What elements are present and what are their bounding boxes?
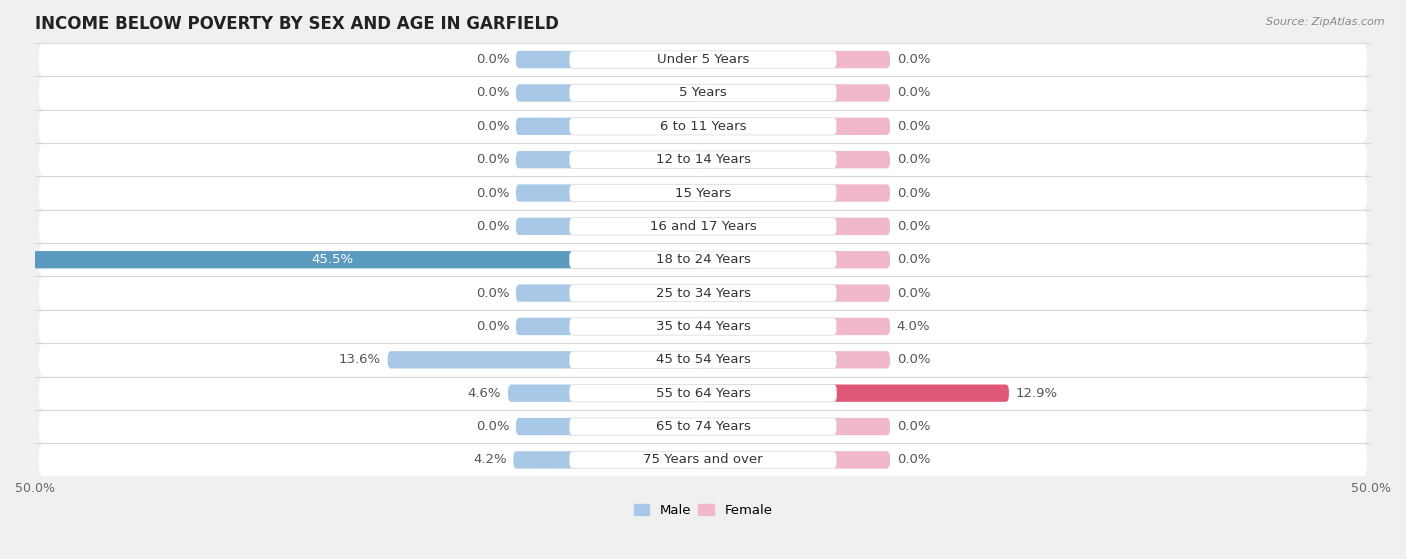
Text: 0.0%: 0.0% [897, 453, 931, 466]
Text: 0.0%: 0.0% [897, 287, 931, 300]
FancyBboxPatch shape [703, 151, 890, 168]
FancyBboxPatch shape [39, 277, 1367, 310]
FancyBboxPatch shape [703, 251, 890, 268]
Legend: Male, Female: Male, Female [628, 499, 778, 522]
Text: 12 to 14 Years: 12 to 14 Years [655, 153, 751, 166]
FancyBboxPatch shape [569, 117, 837, 135]
Text: 0.0%: 0.0% [897, 87, 931, 100]
Text: INCOME BELOW POVERTY BY SEX AND AGE IN GARFIELD: INCOME BELOW POVERTY BY SEX AND AGE IN G… [35, 15, 558, 33]
FancyBboxPatch shape [388, 351, 703, 368]
Text: 55 to 64 Years: 55 to 64 Years [655, 387, 751, 400]
Text: 6 to 11 Years: 6 to 11 Years [659, 120, 747, 133]
FancyBboxPatch shape [513, 451, 703, 468]
FancyBboxPatch shape [508, 385, 703, 402]
FancyBboxPatch shape [703, 84, 890, 102]
FancyBboxPatch shape [703, 351, 890, 368]
Text: 4.0%: 4.0% [897, 320, 931, 333]
Text: 13.6%: 13.6% [339, 353, 381, 366]
Text: Under 5 Years: Under 5 Years [657, 53, 749, 66]
FancyBboxPatch shape [569, 418, 837, 435]
FancyBboxPatch shape [516, 151, 703, 168]
FancyBboxPatch shape [703, 318, 890, 335]
FancyBboxPatch shape [516, 184, 703, 202]
FancyBboxPatch shape [569, 451, 837, 468]
Text: 75 Years and over: 75 Years and over [643, 453, 763, 466]
Text: 12.9%: 12.9% [1015, 387, 1057, 400]
FancyBboxPatch shape [39, 210, 1367, 243]
FancyBboxPatch shape [39, 110, 1367, 143]
Text: 0.0%: 0.0% [475, 153, 509, 166]
Text: 15 Years: 15 Years [675, 187, 731, 200]
Text: 0.0%: 0.0% [475, 87, 509, 100]
FancyBboxPatch shape [569, 351, 837, 368]
Text: 0.0%: 0.0% [897, 53, 931, 66]
FancyBboxPatch shape [569, 285, 837, 302]
FancyBboxPatch shape [703, 217, 890, 235]
FancyBboxPatch shape [703, 385, 1010, 402]
Text: 0.0%: 0.0% [475, 220, 509, 233]
Text: 0.0%: 0.0% [897, 420, 931, 433]
FancyBboxPatch shape [516, 217, 703, 235]
FancyBboxPatch shape [39, 410, 1367, 443]
FancyBboxPatch shape [516, 285, 703, 302]
Text: 5 Years: 5 Years [679, 87, 727, 100]
FancyBboxPatch shape [516, 418, 703, 435]
Text: Source: ZipAtlas.com: Source: ZipAtlas.com [1267, 17, 1385, 27]
FancyBboxPatch shape [703, 184, 890, 202]
Text: 0.0%: 0.0% [897, 187, 931, 200]
FancyBboxPatch shape [39, 310, 1367, 343]
Text: 0.0%: 0.0% [475, 420, 509, 433]
Text: 0.0%: 0.0% [475, 187, 509, 200]
Text: 0.0%: 0.0% [897, 120, 931, 133]
FancyBboxPatch shape [569, 51, 837, 68]
Text: 25 to 34 Years: 25 to 34 Years [655, 287, 751, 300]
FancyBboxPatch shape [569, 84, 837, 102]
Text: 18 to 24 Years: 18 to 24 Years [655, 253, 751, 266]
FancyBboxPatch shape [0, 251, 703, 268]
FancyBboxPatch shape [516, 117, 703, 135]
FancyBboxPatch shape [39, 143, 1367, 176]
Text: 0.0%: 0.0% [475, 120, 509, 133]
Text: 0.0%: 0.0% [475, 287, 509, 300]
FancyBboxPatch shape [39, 243, 1367, 276]
FancyBboxPatch shape [569, 318, 837, 335]
Text: 0.0%: 0.0% [897, 253, 931, 266]
FancyBboxPatch shape [569, 217, 837, 235]
Text: 0.0%: 0.0% [897, 220, 931, 233]
FancyBboxPatch shape [39, 377, 1367, 410]
FancyBboxPatch shape [39, 443, 1367, 476]
Text: 35 to 44 Years: 35 to 44 Years [655, 320, 751, 333]
FancyBboxPatch shape [39, 77, 1367, 110]
FancyBboxPatch shape [516, 318, 703, 335]
FancyBboxPatch shape [703, 451, 890, 468]
FancyBboxPatch shape [516, 84, 703, 102]
FancyBboxPatch shape [703, 285, 890, 302]
Text: 0.0%: 0.0% [897, 153, 931, 166]
FancyBboxPatch shape [703, 418, 890, 435]
Text: 45.5%: 45.5% [311, 253, 353, 266]
FancyBboxPatch shape [569, 385, 837, 402]
FancyBboxPatch shape [569, 151, 837, 168]
Text: 4.6%: 4.6% [468, 387, 502, 400]
Text: 4.2%: 4.2% [472, 453, 506, 466]
FancyBboxPatch shape [39, 43, 1367, 76]
FancyBboxPatch shape [516, 51, 703, 68]
Text: 0.0%: 0.0% [475, 320, 509, 333]
Text: 45 to 54 Years: 45 to 54 Years [655, 353, 751, 366]
FancyBboxPatch shape [703, 51, 890, 68]
FancyBboxPatch shape [703, 117, 890, 135]
Text: 65 to 74 Years: 65 to 74 Years [655, 420, 751, 433]
FancyBboxPatch shape [39, 177, 1367, 210]
Text: 0.0%: 0.0% [897, 353, 931, 366]
FancyBboxPatch shape [569, 184, 837, 202]
Text: 16 and 17 Years: 16 and 17 Years [650, 220, 756, 233]
Text: 0.0%: 0.0% [475, 53, 509, 66]
FancyBboxPatch shape [39, 343, 1367, 376]
FancyBboxPatch shape [569, 251, 837, 268]
